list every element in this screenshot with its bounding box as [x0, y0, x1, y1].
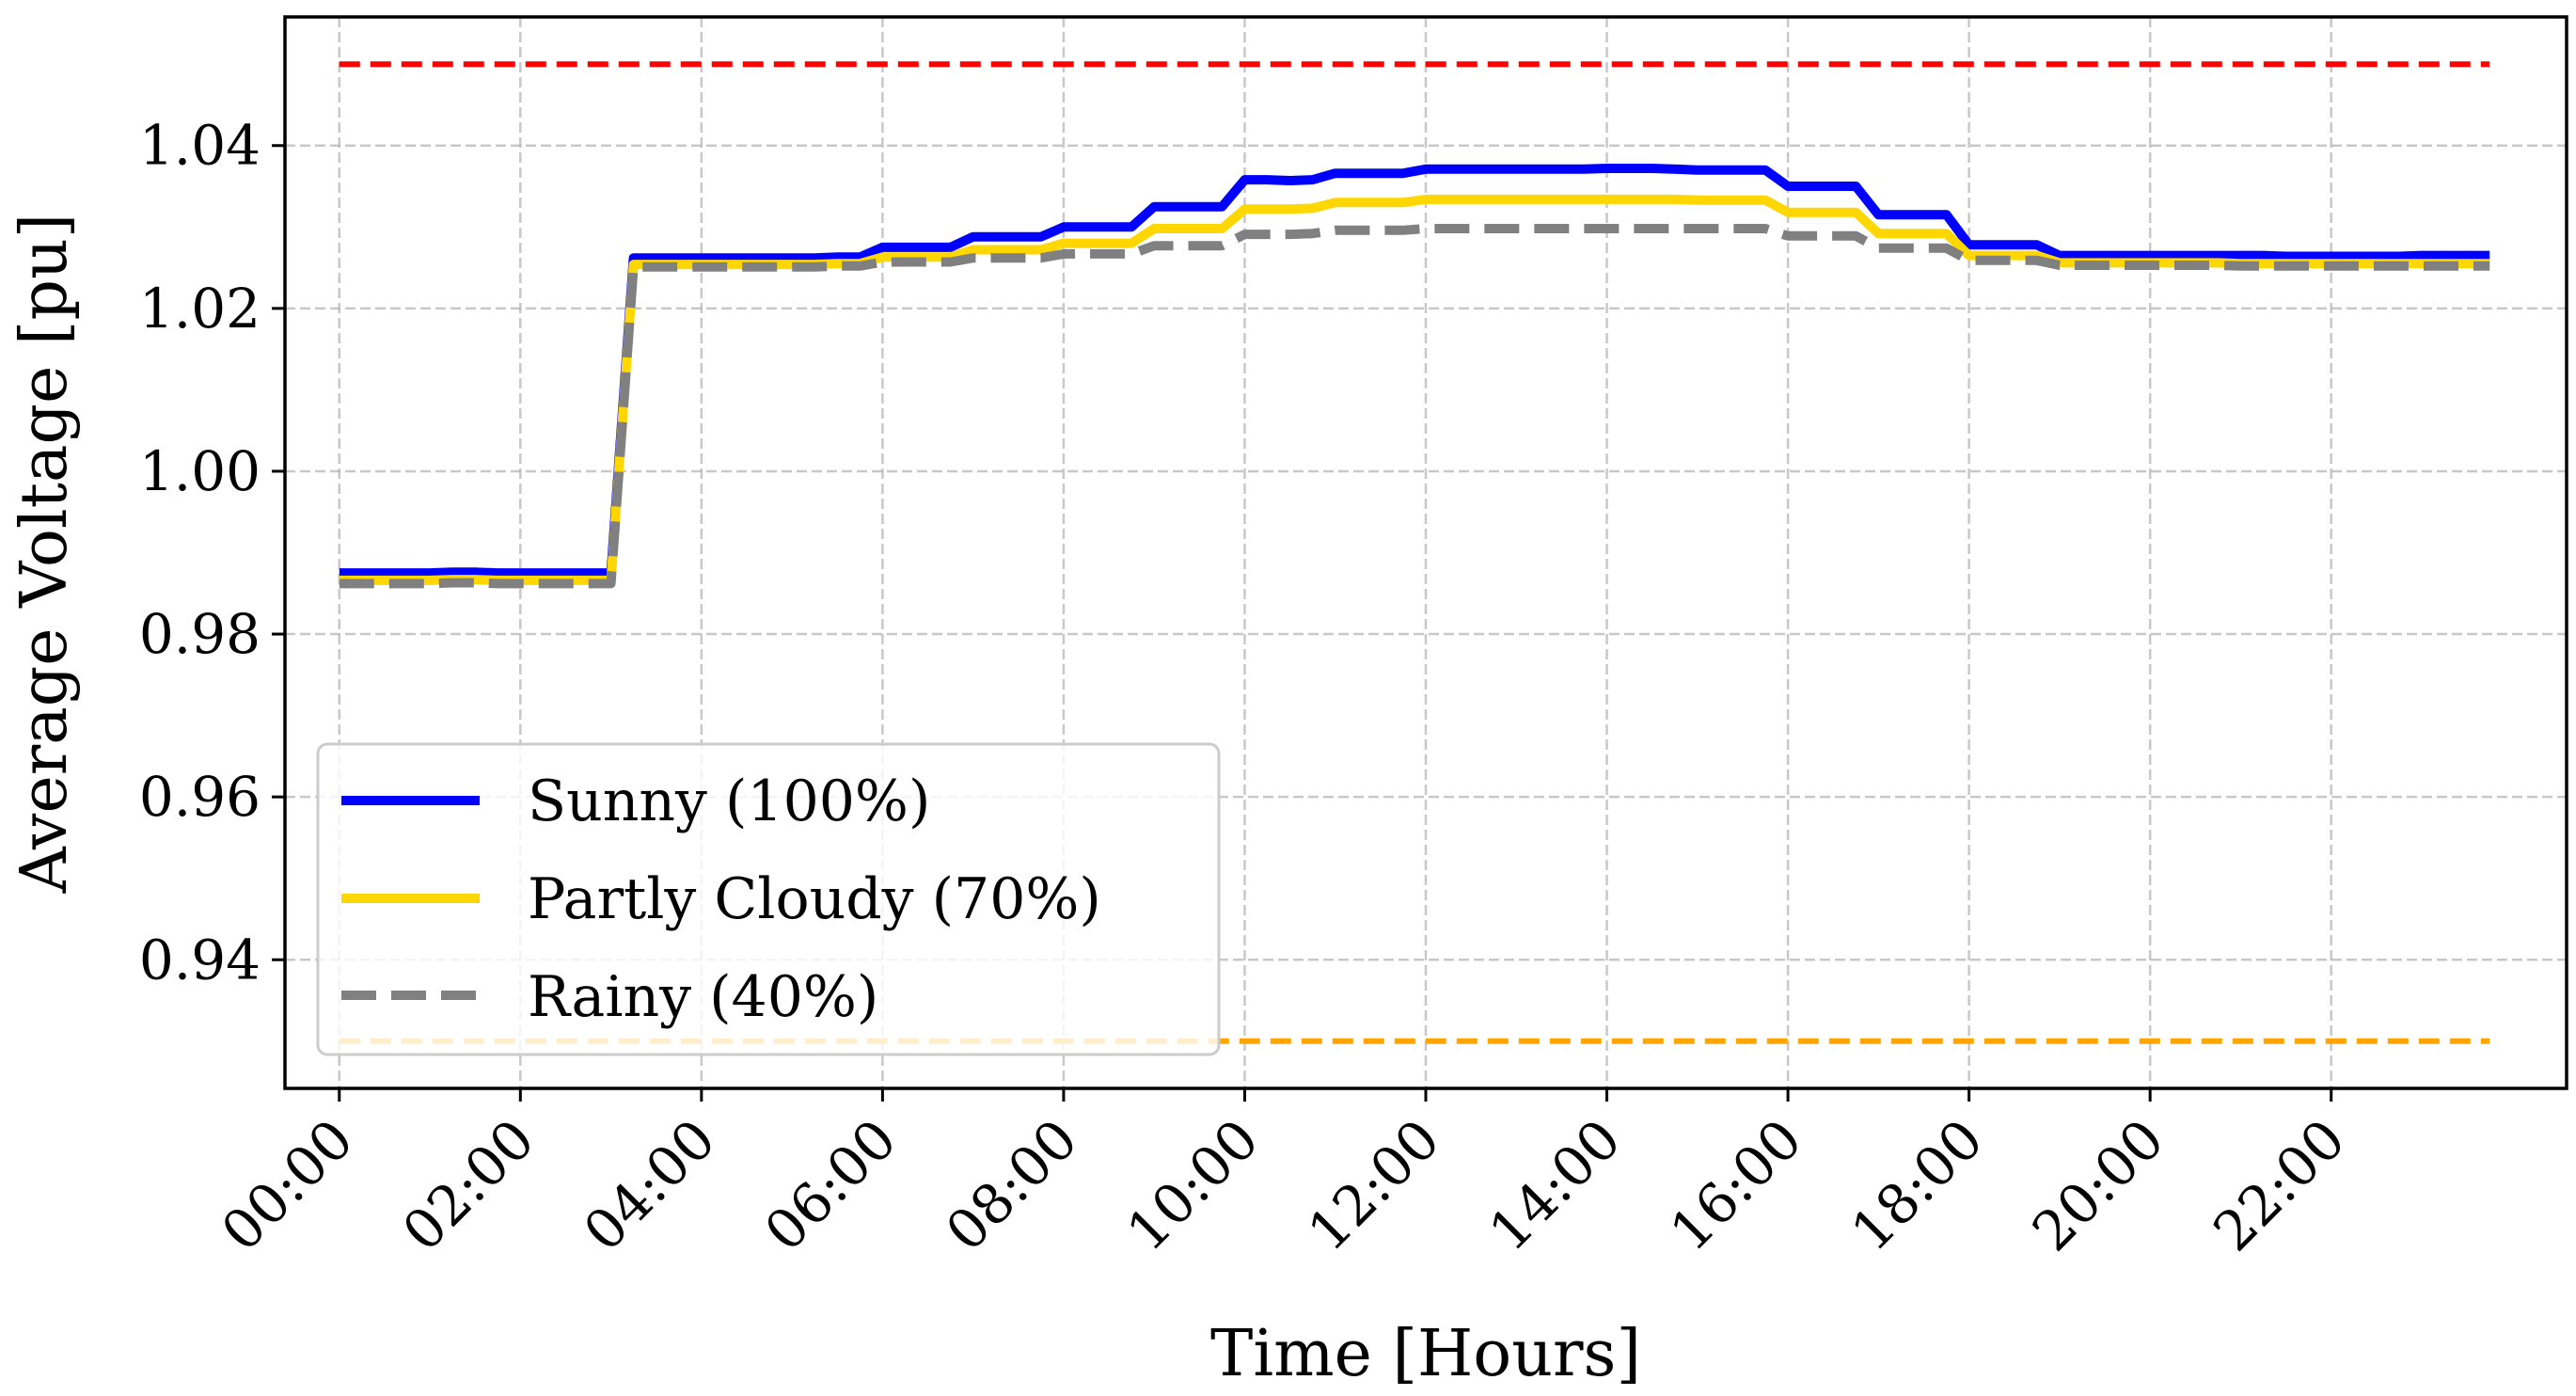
x-tick-label: 06:00 — [752, 1107, 909, 1263]
x-tick-label: 10:00 — [1114, 1107, 1271, 1263]
legend-box — [316, 742, 1221, 1056]
y-tick-label: 1.00 — [139, 439, 261, 503]
x-axis-ticks: 00:00 02:00 04:00 06:00 08:00 10:00 12:00 14:00… — [209, 1088, 2358, 1263]
x-tick-label: 12:00 — [1296, 1107, 1452, 1263]
y-axis-title: Average Voltage [pu] — [8, 214, 82, 895]
legend: Sunny (100%) Partly Cloudy (70%) Rainy (… — [316, 742, 1221, 1056]
series-line-rainy-40 — [339, 224, 2490, 589]
x-tick-label: 14:00 — [1477, 1107, 1633, 1263]
series-lines — [339, 164, 2490, 589]
y-tick-label: 0.96 — [139, 765, 261, 829]
y-tick-label: 1.02 — [139, 277, 261, 341]
y-tick-label: 0.98 — [139, 602, 261, 666]
y-axis-ticks: 0.94 0.96 0.98 1.00 1.02 1.04 — [139, 114, 285, 991]
x-tick-label: 00:00 — [209, 1107, 365, 1263]
x-tick-label: 04:00 — [571, 1107, 727, 1263]
legend-label-rainy: Rainy (40%) — [528, 964, 878, 1030]
legend-label-partly-cloudy: Partly Cloudy (70%) — [528, 866, 1101, 932]
y-tick-label: 0.94 — [139, 928, 261, 991]
y-tick-label: 1.04 — [139, 114, 261, 178]
x-axis-title: Time [Hours] — [1210, 1317, 1641, 1391]
x-tick-label: 18:00 — [1839, 1107, 1995, 1263]
x-tick-label: 02:00 — [390, 1107, 546, 1263]
x-tick-label: 22:00 — [2201, 1107, 2357, 1263]
x-tick-label: 08:00 — [934, 1107, 1090, 1263]
legend-label-sunny: Sunny (100%) — [528, 769, 930, 834]
x-tick-label: 20:00 — [2020, 1107, 2176, 1263]
series-line-sunny-100 — [339, 164, 2490, 579]
x-tick-label: 16:00 — [1658, 1107, 1814, 1263]
